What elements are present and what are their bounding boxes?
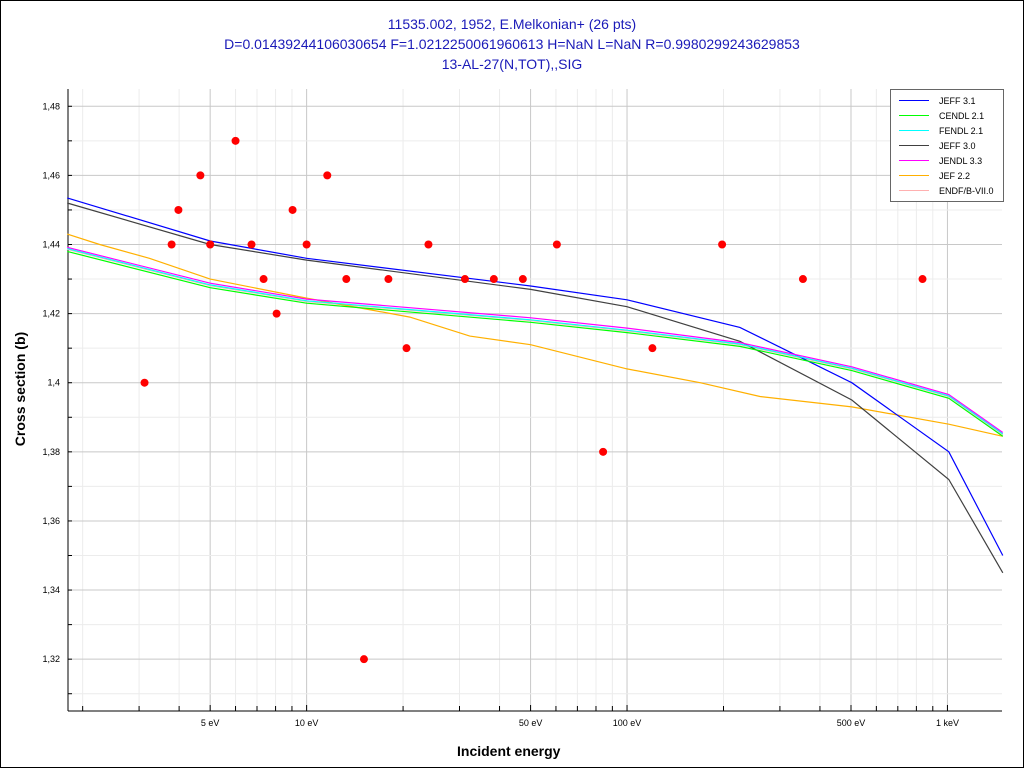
legend-label: JEFF 3.1 bbox=[939, 95, 976, 106]
data-point bbox=[140, 378, 149, 387]
data-point bbox=[518, 275, 527, 284]
data-point bbox=[918, 275, 927, 284]
data-point bbox=[302, 240, 311, 249]
data-point bbox=[359, 655, 368, 664]
data-point bbox=[718, 240, 727, 249]
series-line-jef-2-2 bbox=[67, 233, 1003, 437]
x-tick-label: 5 eV bbox=[201, 718, 220, 728]
legend-swatch bbox=[899, 130, 929, 131]
y-tick-label: 1,34 bbox=[42, 585, 60, 595]
data-point bbox=[323, 171, 332, 180]
data-point bbox=[272, 309, 281, 318]
data-point bbox=[384, 275, 393, 284]
x-tick-label: 100 eV bbox=[613, 718, 642, 728]
data-point bbox=[259, 275, 268, 284]
legend-swatch bbox=[899, 115, 929, 116]
legend-label: ENDF/B-VII.0 bbox=[939, 185, 994, 196]
chart-title-line-2: D=0.01439244106030654 F=1.02122500619606… bbox=[224, 36, 800, 52]
series-line-endf-b-vii-0 bbox=[67, 248, 1004, 436]
series-line-jeff-3-0 bbox=[67, 202, 1004, 574]
data-point bbox=[402, 344, 411, 353]
data-point bbox=[196, 171, 205, 180]
x-tick-label: 10 eV bbox=[295, 718, 319, 728]
legend-label: JEFF 3.0 bbox=[939, 140, 976, 151]
legend-label: JENDL 3.3 bbox=[939, 155, 983, 166]
data-point bbox=[288, 205, 297, 214]
legend-item: JEF 2.2 bbox=[891, 168, 1003, 183]
legend-swatch bbox=[899, 175, 929, 176]
legend-swatch bbox=[899, 160, 929, 161]
data-point bbox=[599, 447, 608, 456]
y-tick-label: 1,42 bbox=[42, 309, 60, 319]
data-point bbox=[174, 205, 183, 214]
legend-item: FENDL 2.1 bbox=[891, 123, 1003, 138]
legend-item: CENDL 2.1 bbox=[891, 108, 1003, 123]
series-line-jendl-3-3 bbox=[67, 246, 1004, 433]
legend-label: CENDL 2.1 bbox=[939, 110, 985, 121]
legend-swatch bbox=[899, 190, 929, 191]
legend-swatch bbox=[899, 100, 929, 101]
legend-swatch bbox=[899, 145, 929, 146]
y-axis-label: Cross section (b) bbox=[12, 331, 28, 447]
data-point bbox=[231, 136, 240, 145]
y-tick-label: 1,44 bbox=[42, 240, 60, 250]
data-point bbox=[247, 240, 256, 249]
y-tick-label: 1,46 bbox=[42, 170, 60, 180]
x-tick-label: 50 eV bbox=[519, 718, 543, 728]
data-point bbox=[460, 275, 469, 284]
chart-title-line-1: 11535.002, 1952, E.Melkonian+ (26 pts) bbox=[387, 16, 637, 32]
x-tick-label: 500 eV bbox=[837, 718, 866, 728]
y-tick-label: 1,4 bbox=[47, 378, 60, 388]
legend-item: JENDL 3.3 bbox=[891, 153, 1003, 168]
legend-label: JEF 2.2 bbox=[939, 170, 971, 181]
data-point bbox=[342, 275, 351, 284]
data-point bbox=[798, 275, 807, 284]
series-line-fendl-2-1 bbox=[67, 248, 1004, 435]
y-tick-label: 1,38 bbox=[42, 447, 60, 457]
x-axis-label: Incident energy bbox=[457, 743, 561, 759]
x-tick-label: 1 keV bbox=[936, 718, 959, 728]
data-point bbox=[489, 275, 498, 284]
legend-item: ENDF/B-VII.0 bbox=[891, 183, 1003, 198]
data-point bbox=[552, 240, 561, 249]
y-tick-label: 1,32 bbox=[42, 654, 60, 664]
y-tick-label: 1,48 bbox=[42, 101, 60, 111]
legend-item: JEFF 3.0 bbox=[891, 138, 1003, 153]
series-line-cendl-2-1 bbox=[67, 250, 1004, 437]
legend-label: FENDL 2.1 bbox=[939, 125, 984, 136]
data-point bbox=[206, 240, 215, 249]
legend-item: JEFF 3.1 bbox=[891, 93, 1003, 108]
data-point bbox=[167, 240, 176, 249]
data-point bbox=[424, 240, 433, 249]
data-point bbox=[648, 344, 657, 353]
legend: JEFF 3.1 CENDL 2.1 FENDL 2.1 JEFF 3.0 JENDL … bbox=[890, 89, 1004, 202]
y-tick-label: 1,36 bbox=[42, 516, 60, 526]
series-line-jeff-3-1 bbox=[67, 197, 1004, 556]
chart-title-line-3: 13-AL-27(N,TOT),,SIG bbox=[441, 56, 583, 72]
